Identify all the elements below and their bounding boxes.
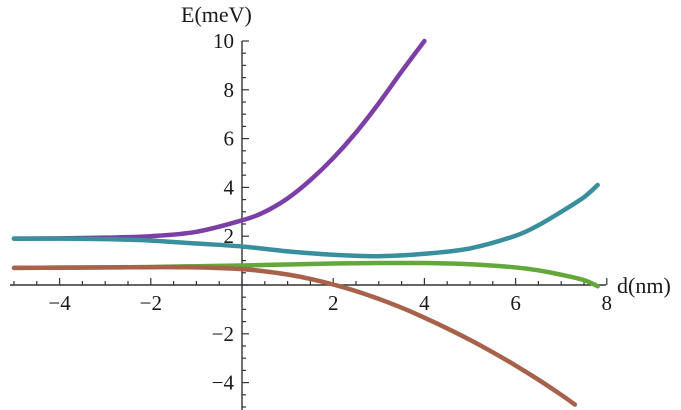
series-line-4	[11, 264, 578, 407]
x-axis-label: d(nm)	[617, 273, 671, 298]
y-tick-label: 10	[213, 29, 234, 53]
x-tick-label: 4	[419, 291, 430, 315]
series-group	[11, 38, 600, 407]
x-tick-label: 6	[510, 291, 521, 315]
y-tick-label: 4	[224, 175, 235, 199]
x-tick-label: 2	[328, 291, 339, 315]
axes: −4 −2 2 4 6 8 −4 −2 2 4 6 8 10	[10, 29, 612, 410]
x-tick-label: 8	[602, 291, 613, 315]
y-axis-label: E(meV)	[181, 2, 252, 27]
y-tick-label: 6	[224, 127, 235, 151]
y-tick-label: 2	[224, 224, 235, 248]
y-tick-label: −2	[212, 322, 234, 346]
x-tick-label: −2	[140, 291, 162, 315]
axis-labels: d(nm) E(meV)	[181, 2, 671, 298]
x-tick-label: −4	[48, 291, 71, 315]
y-tick-label: −4	[212, 371, 235, 395]
y-tick-label: 8	[224, 78, 235, 102]
series-line-2	[11, 182, 600, 259]
series-line-1	[11, 38, 427, 241]
